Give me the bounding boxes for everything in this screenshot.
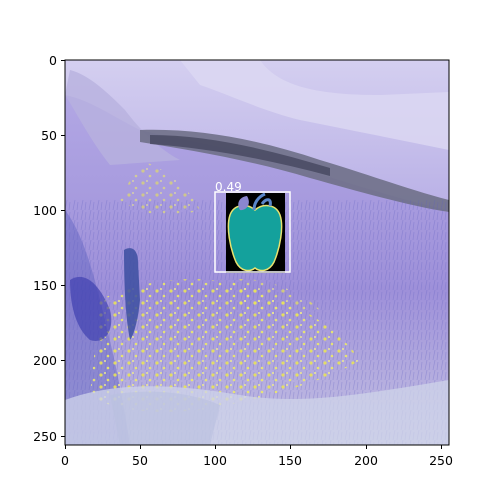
x-tick-label: 50: [132, 453, 148, 468]
y-tick-label: 200: [33, 353, 57, 368]
y-tick-label: 100: [33, 203, 57, 218]
y-tick-label: 0: [49, 53, 57, 68]
x-tick-label: 250: [429, 453, 453, 468]
y-tick-label: 250: [33, 429, 57, 444]
x-tick-label: 100: [203, 453, 227, 468]
y-axis: 0 50 100 150 200 250: [33, 53, 65, 444]
x-tick-label: 200: [354, 453, 378, 468]
x-tick-label: 0: [61, 453, 69, 468]
detection-score: 0.49: [215, 180, 242, 194]
photo: [65, 60, 449, 445]
x-axis: 0 50 100 150 200 250: [61, 445, 453, 468]
y-tick-label: 150: [33, 278, 57, 293]
detection-box: [214, 191, 291, 273]
detection: 0.49: [214, 180, 291, 273]
plot-frame: [64, 59, 450, 446]
apple-icon: [227, 192, 283, 272]
x-tick-label: 150: [278, 453, 302, 468]
y-tick-label: 50: [41, 128, 57, 143]
